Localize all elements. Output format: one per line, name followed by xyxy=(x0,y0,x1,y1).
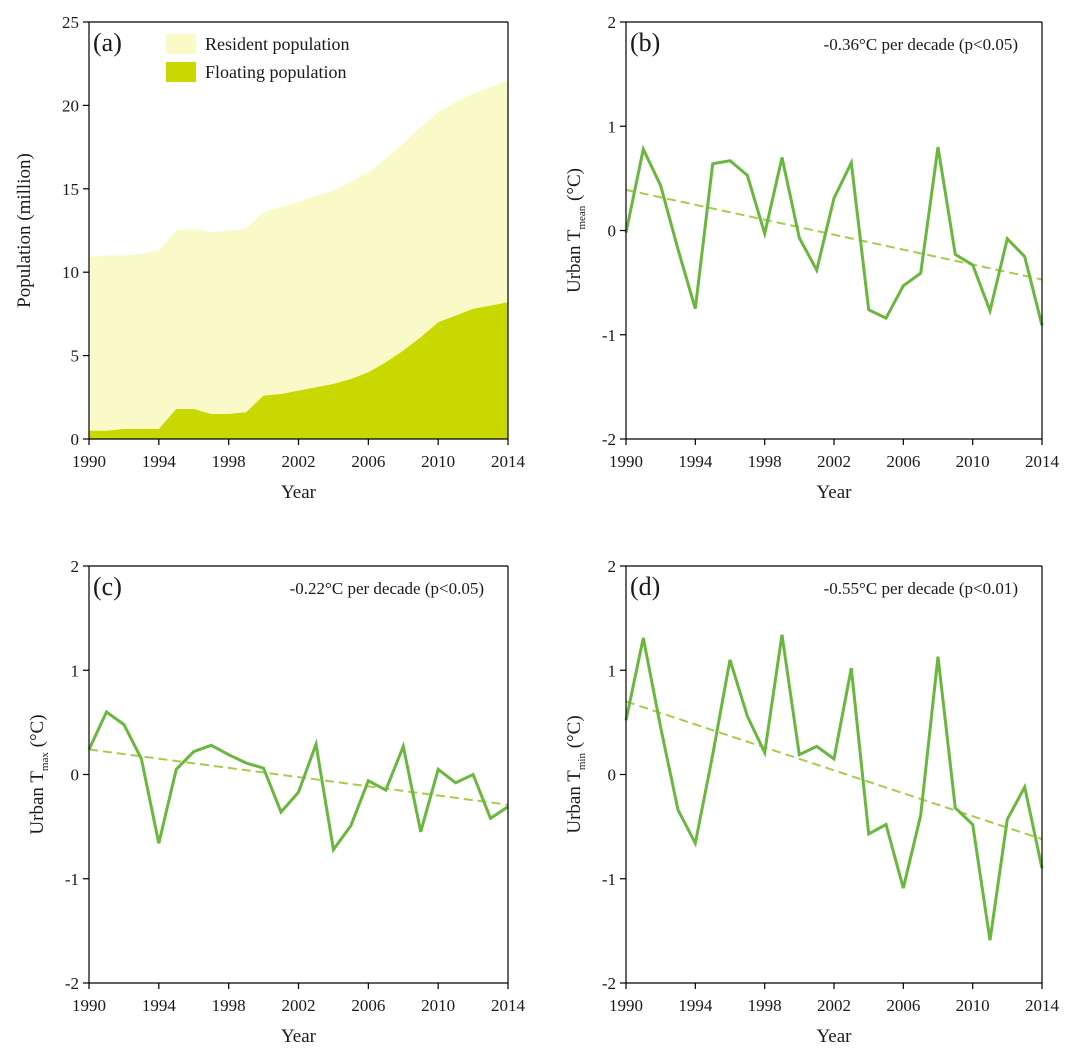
legend: Resident population Floating population xyxy=(166,34,349,82)
y-tick-label: 1 xyxy=(71,661,80,680)
y-axis-label-main: Urban T xyxy=(564,229,585,293)
x-tick-label: 1990 xyxy=(609,996,643,1015)
x-tick-label: 1994 xyxy=(142,996,177,1015)
x-tick-label: 2002 xyxy=(282,996,316,1015)
y-axis-label-subscript: max xyxy=(39,752,51,771)
x-tick-label: 2014 xyxy=(1025,452,1060,471)
y-axis-label: Urban Tmean (°C) xyxy=(564,168,588,293)
y-axis-label-main: Urban T xyxy=(27,771,48,835)
x-tick-label: 2006 xyxy=(886,452,920,471)
trend-annotation: -0.55°C per decade (p<0.01) xyxy=(824,579,1018,598)
y-axis-label-unit: (°C) xyxy=(564,715,585,753)
y-tick-label: 0 xyxy=(608,222,617,241)
x-tick-label: 1998 xyxy=(748,996,782,1015)
trend-line xyxy=(625,700,1043,841)
x-axis-label: Year xyxy=(281,1026,317,1047)
x-tick-label: 2014 xyxy=(1025,996,1060,1015)
y-tick-label: 0 xyxy=(71,430,80,449)
trend-annotation: -0.22°C per decade (p<0.05) xyxy=(290,579,484,598)
y-tick-label: -2 xyxy=(602,974,616,993)
y-tick-label: 0 xyxy=(71,766,80,785)
x-tick-label: 2014 xyxy=(491,996,526,1015)
y-tick-label: 2 xyxy=(71,557,80,576)
x-tick-label: 2010 xyxy=(956,452,990,471)
y-tick-label: 10 xyxy=(62,263,79,282)
y-tick-label: 2 xyxy=(608,13,617,32)
panel-letter: (c) xyxy=(93,572,122,601)
trend-line xyxy=(88,748,509,806)
x-tick-label: 1994 xyxy=(678,452,713,471)
x-tick-label: 2002 xyxy=(817,996,851,1015)
x-tick-label: 2010 xyxy=(956,996,990,1015)
y-axis-label: Population (million) xyxy=(14,153,35,308)
y-axis-label-main: Urban T xyxy=(564,770,585,834)
area-resident-population xyxy=(89,80,508,440)
panel-a-population-area-chart: 1990 1994 1998 2002 2006 2010 2014 0 5 10 15 20 25 Ye… xyxy=(14,13,526,503)
x-tick-label: 2014 xyxy=(491,452,526,471)
y-axis-label-unit: (°C) xyxy=(564,168,585,206)
y-tick-label: 1 xyxy=(608,117,617,136)
panel-letter: (d) xyxy=(630,572,660,601)
x-tick-label: 1990 xyxy=(609,452,643,471)
x-tick-label: 1994 xyxy=(678,996,713,1015)
legend-swatch xyxy=(166,34,196,54)
x-tick-label: 2010 xyxy=(421,996,455,1015)
panel-letter: (a) xyxy=(93,28,122,57)
area-floating-population xyxy=(89,302,508,439)
trend-annotation: -0.36°C per decade (p<0.05) xyxy=(824,35,1018,54)
temperature-series-line xyxy=(87,709,509,854)
x-tick-label: 1990 xyxy=(72,452,106,471)
y-tick-label: -2 xyxy=(602,430,616,449)
y-tick-label: 20 xyxy=(62,96,79,115)
y-axis-label-subscript: mean xyxy=(576,205,588,229)
y-tick-label: 15 xyxy=(62,180,79,199)
y-tick-label: -1 xyxy=(602,326,616,345)
legend-swatch xyxy=(166,62,196,82)
y-tick-label: 1 xyxy=(608,661,617,680)
x-tick-label: 2002 xyxy=(817,452,851,471)
y-tick-label: 5 xyxy=(71,347,80,366)
x-tick-label: 1990 xyxy=(72,996,106,1015)
x-tick-label: 2006 xyxy=(351,452,385,471)
y-tick-label: 25 xyxy=(62,13,79,32)
temperature-series-line xyxy=(624,144,1044,326)
y-tick-label: -1 xyxy=(65,870,79,889)
y-tick-label: -1 xyxy=(602,870,616,889)
y-axis-label: Urban Tmax (°C) xyxy=(27,714,51,834)
temperature-series-line xyxy=(624,634,1044,941)
y-tick-label: -2 xyxy=(65,974,79,993)
x-tick-label: 1998 xyxy=(212,996,246,1015)
x-tick-label: 2010 xyxy=(421,452,455,471)
x-tick-label: 2006 xyxy=(351,996,385,1015)
x-tick-label: 2002 xyxy=(282,452,316,471)
legend-label: Resident population xyxy=(205,34,349,54)
y-axis-label: Urban Tmin (°C) xyxy=(564,715,588,833)
x-tick-label: 1998 xyxy=(212,452,246,471)
x-axis-label: Year xyxy=(816,1026,852,1047)
panel-letter: (b) xyxy=(630,28,660,57)
y-tick-label: 0 xyxy=(608,766,617,785)
y-axis-label-subscript: min xyxy=(576,753,588,771)
x-tick-label: 2006 xyxy=(886,996,920,1015)
x-tick-label: 1994 xyxy=(142,452,177,471)
x-axis-label: Year xyxy=(281,482,317,503)
panel-c-tmax-line-chart: 1990 1994 1998 2002 2006 2010 2014 -2 -1 0 1 2 Year (… xyxy=(27,557,526,1047)
y-tick-label: 2 xyxy=(608,557,617,576)
panel-b-tmean-line-chart: 1990 1994 1998 2002 2006 2010 2014 -2 -1 0 1 2 Year (… xyxy=(564,13,1060,503)
x-tick-label: 1998 xyxy=(748,452,782,471)
y-axis-label-unit: (°C) xyxy=(27,714,48,752)
panel-d-tmin-line-chart: 1990 1994 1998 2002 2006 2010 2014 -2 -1 0 1 2 Year (… xyxy=(564,557,1060,1047)
legend-label: Floating population xyxy=(205,62,347,82)
x-axis-label: Year xyxy=(816,482,852,503)
